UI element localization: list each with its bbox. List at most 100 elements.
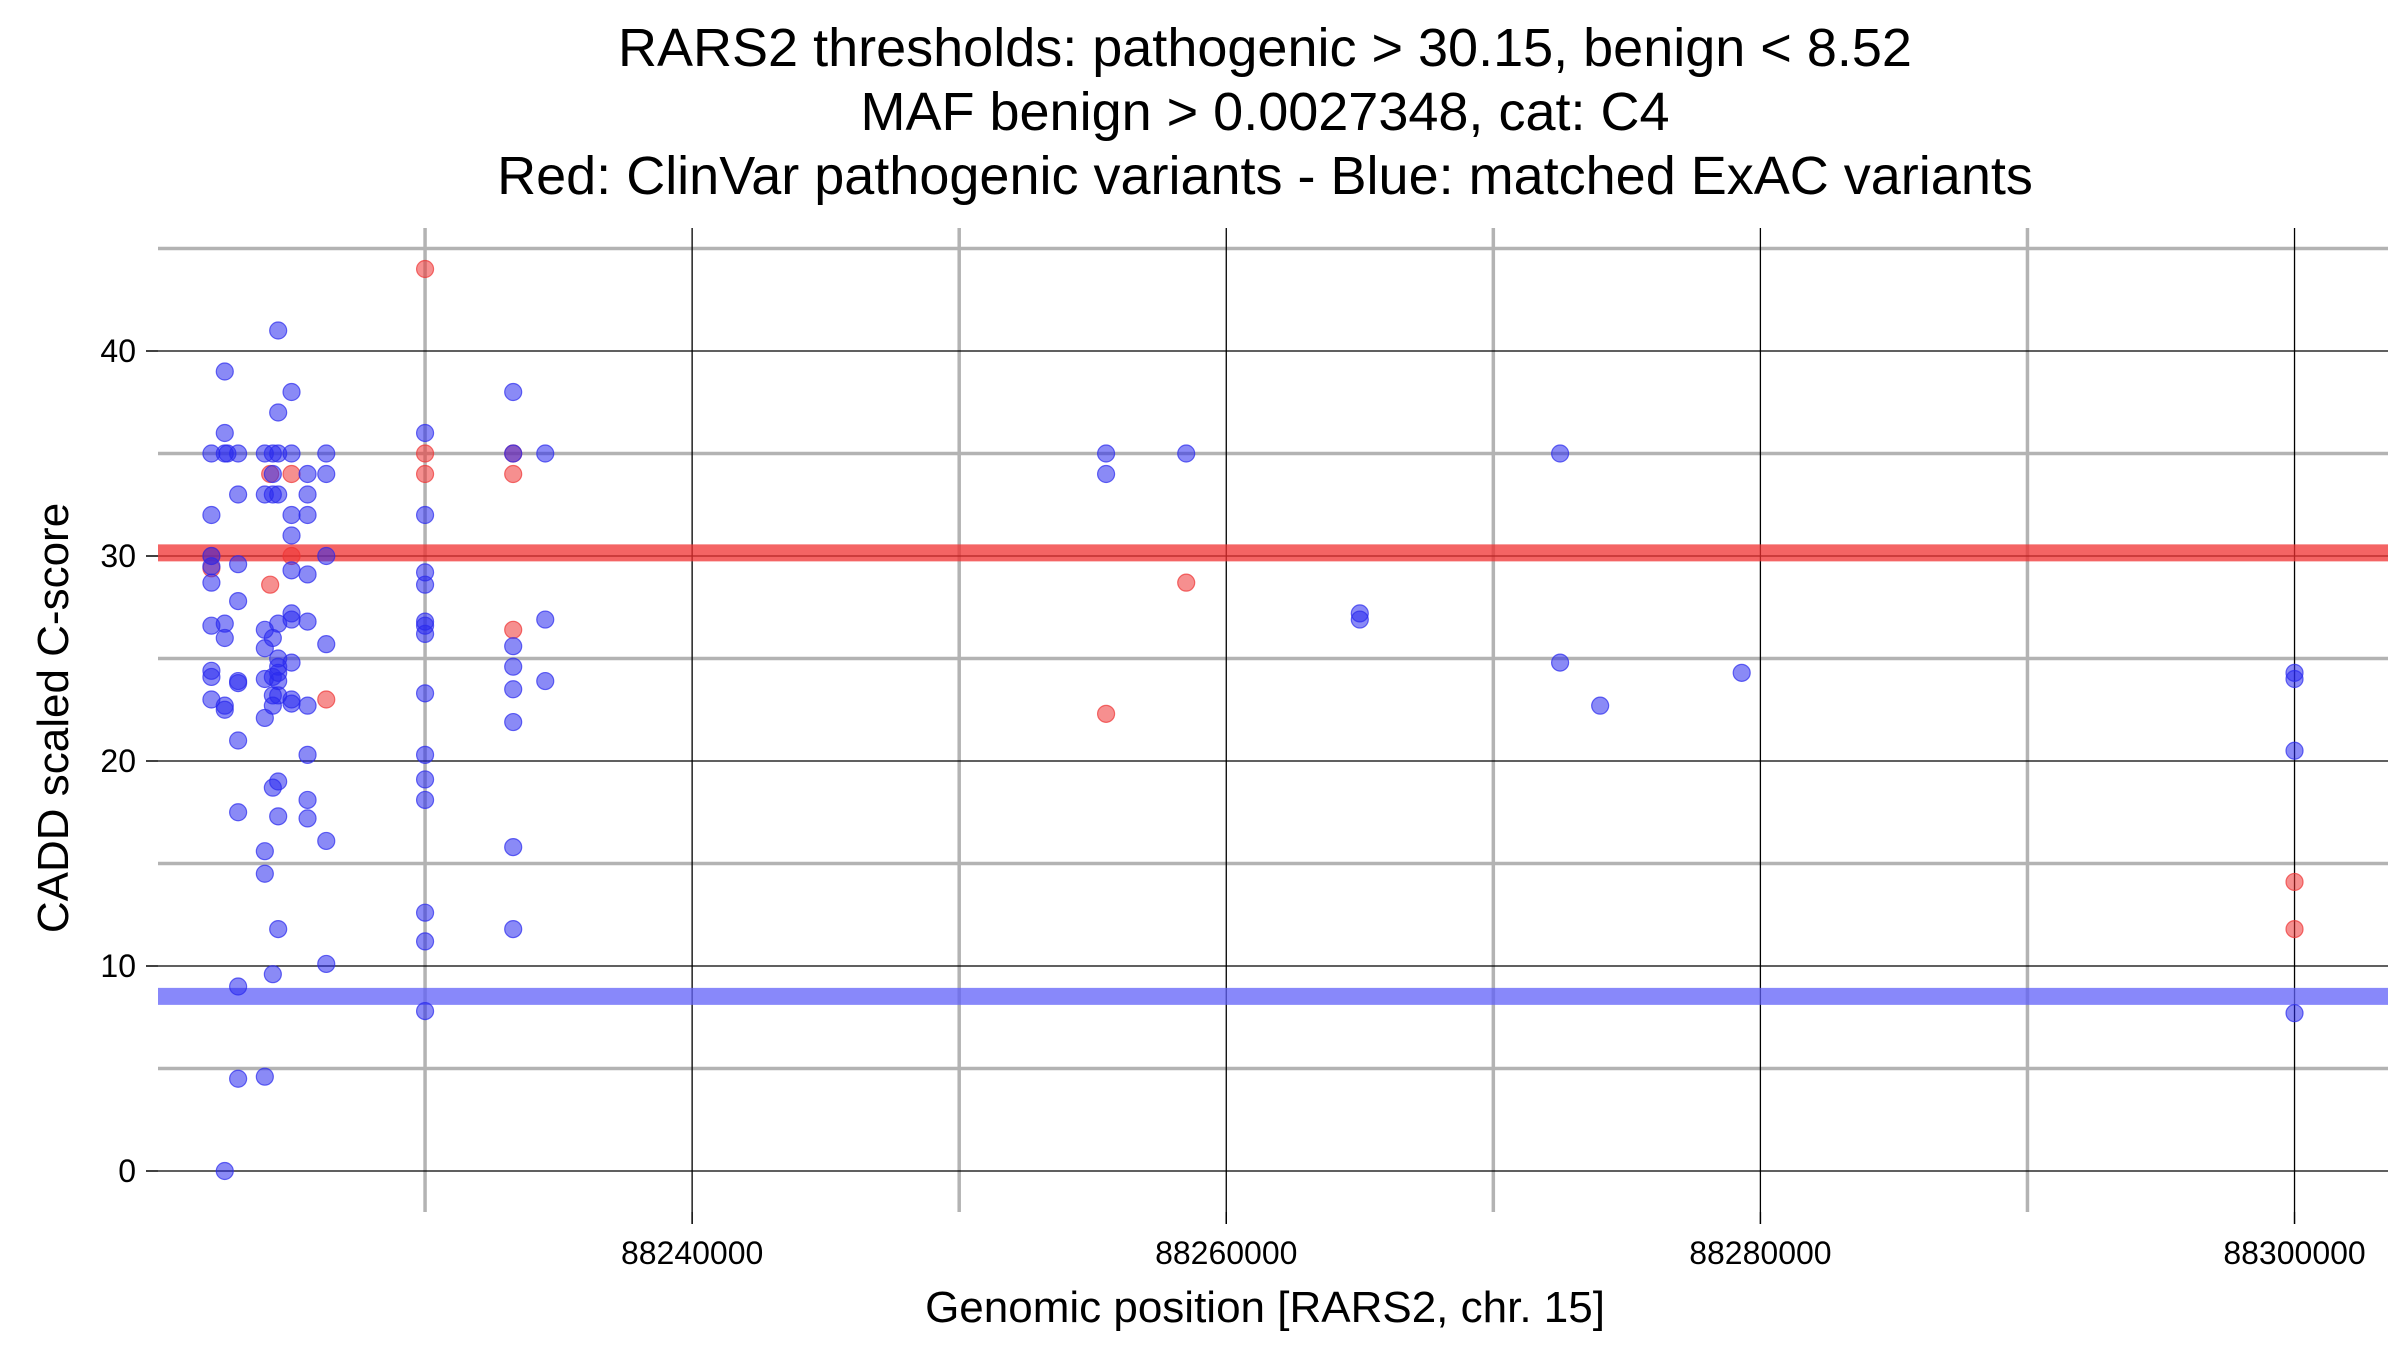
data-point-series-1 bbox=[317, 546, 336, 566]
data-point-series-1 bbox=[282, 444, 301, 463]
data-point-series-0 bbox=[415, 464, 435, 484]
data-point-series-1 bbox=[229, 1069, 248, 1088]
data-point-series-1 bbox=[282, 653, 301, 672]
data-point-series-1 bbox=[269, 403, 288, 422]
data-point-series-0 bbox=[2285, 919, 2304, 939]
data-point-series-1 bbox=[263, 965, 282, 984]
x-axis: 88240000 88260000 88280000 88300000 bbox=[621, 1212, 2366, 1271]
data-point-series-1 bbox=[215, 700, 234, 719]
data-point-series-1 bbox=[504, 657, 523, 676]
x-axis-title: Genomic position [RARS2, chr. 15] bbox=[925, 1283, 1605, 1332]
data-point-series-1 bbox=[504, 712, 523, 732]
data-point-series-1 bbox=[415, 624, 435, 644]
data-point-series-1 bbox=[2285, 1004, 2304, 1023]
data-point-series-1 bbox=[504, 637, 523, 656]
data-point-series-0 bbox=[261, 575, 280, 594]
data-point-series-1 bbox=[317, 831, 336, 851]
data-point-series-1 bbox=[504, 444, 523, 463]
data-point-series-1 bbox=[269, 321, 288, 340]
data-point-series-1 bbox=[415, 684, 435, 703]
data-point-series-1 bbox=[2285, 669, 2304, 689]
data-point-series-1 bbox=[215, 628, 234, 648]
data-point-series-1 bbox=[1732, 663, 1751, 682]
data-point-series-1 bbox=[317, 954, 336, 974]
data-point-series-1 bbox=[2285, 741, 2304, 760]
data-point-series-1 bbox=[202, 505, 221, 525]
data-point-series-1 bbox=[269, 807, 288, 826]
data-point-series-1 bbox=[229, 731, 248, 750]
data-point-series-1 bbox=[317, 464, 336, 484]
data-point-series-1 bbox=[229, 444, 248, 463]
data-point-series-1 bbox=[282, 610, 301, 629]
data-point-series-1 bbox=[298, 612, 317, 631]
data-point-series-1 bbox=[269, 772, 288, 791]
data-points bbox=[202, 259, 2304, 1181]
y-tick-label: 30 bbox=[100, 538, 136, 574]
data-point-series-1 bbox=[1550, 653, 1570, 672]
data-point-series-1 bbox=[415, 1001, 435, 1021]
data-point-series-1 bbox=[1550, 444, 1570, 463]
data-point-series-0 bbox=[317, 690, 336, 709]
data-point-series-1 bbox=[504, 382, 523, 402]
data-point-series-1 bbox=[1591, 696, 1610, 715]
data-point-series-1 bbox=[504, 680, 523, 699]
y-axis-title: CADD scaled C-score bbox=[29, 503, 78, 933]
data-point-series-1 bbox=[229, 673, 248, 693]
data-point-series-1 bbox=[263, 464, 282, 484]
data-point-series-1 bbox=[282, 382, 301, 402]
data-point-series-1 bbox=[415, 790, 435, 810]
data-point-series-1 bbox=[298, 505, 317, 525]
data-point-series-1 bbox=[255, 864, 274, 883]
data-point-series-1 bbox=[282, 694, 301, 713]
data-point-series-1 bbox=[229, 803, 248, 822]
data-point-series-1 bbox=[269, 919, 288, 939]
data-point-series-1 bbox=[504, 919, 523, 939]
title-line-3: Red: ClinVar pathogenic variants - Blue:… bbox=[497, 146, 2033, 206]
data-point-series-1 bbox=[282, 561, 301, 580]
y-tick-label: 10 bbox=[100, 948, 136, 984]
data-point-series-1 bbox=[1096, 444, 1116, 463]
data-point-series-1 bbox=[415, 770, 435, 789]
data-point-series-1 bbox=[298, 464, 317, 484]
data-point-series-1 bbox=[229, 977, 248, 996]
data-point-series-1 bbox=[269, 485, 288, 504]
data-point-series-0 bbox=[1096, 704, 1116, 723]
data-point-series-1 bbox=[255, 842, 274, 861]
data-point-series-1 bbox=[202, 557, 221, 576]
data-point-series-1 bbox=[298, 696, 317, 715]
data-point-series-0 bbox=[1177, 573, 1196, 592]
x-tick-label: 88280000 bbox=[1689, 1235, 1831, 1271]
data-point-series-1 bbox=[215, 362, 234, 381]
data-point-series-0 bbox=[415, 444, 435, 463]
minor-grid bbox=[158, 228, 2388, 1212]
data-point-series-1 bbox=[415, 903, 435, 922]
data-point-series-1 bbox=[415, 745, 435, 764]
data-point-series-1 bbox=[215, 423, 234, 443]
data-point-series-1 bbox=[1350, 610, 1369, 629]
data-point-series-1 bbox=[255, 1067, 274, 1086]
data-point-series-1 bbox=[504, 837, 523, 857]
data-point-series-1 bbox=[536, 610, 555, 629]
data-point-series-0 bbox=[415, 259, 435, 279]
y-tick-label: 40 bbox=[100, 333, 136, 369]
data-point-series-1 bbox=[415, 423, 435, 443]
threshold-lines bbox=[158, 544, 2388, 1005]
data-point-series-1 bbox=[282, 526, 301, 545]
y-axis: 0 10 20 30 40 bbox=[100, 333, 158, 1189]
major-grid bbox=[158, 228, 2388, 1212]
x-tick-label: 88300000 bbox=[2223, 1235, 2365, 1271]
title-line-1: RARS2 thresholds: pathogenic > 30.15, be… bbox=[618, 18, 1912, 78]
data-point-series-1 bbox=[415, 505, 435, 525]
data-point-series-1 bbox=[229, 555, 248, 574]
data-point-series-1 bbox=[298, 809, 317, 828]
data-point-series-1 bbox=[202, 573, 221, 592]
data-point-series-1 bbox=[202, 667, 221, 687]
y-tick-label: 20 bbox=[100, 743, 136, 779]
data-point-series-1 bbox=[536, 671, 555, 691]
y-tick-label: 0 bbox=[118, 1153, 136, 1189]
x-tick-label: 88260000 bbox=[1155, 1235, 1297, 1271]
data-point-series-1 bbox=[415, 575, 435, 594]
data-point-series-1 bbox=[229, 485, 248, 504]
title-line-2: MAF benign > 0.0027348, cat: C4 bbox=[860, 82, 1669, 142]
data-point-series-1 bbox=[317, 444, 336, 463]
